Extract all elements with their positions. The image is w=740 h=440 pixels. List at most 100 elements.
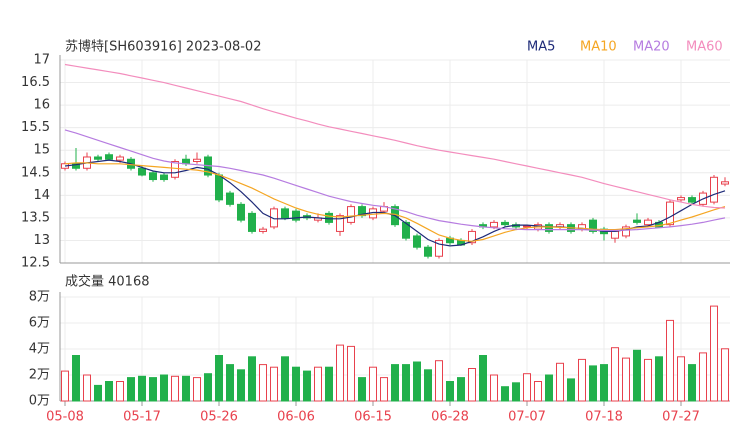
candle-body: [468, 230, 476, 244]
x-tick-label: 07-27: [662, 410, 700, 425]
volume-bar: [358, 377, 366, 402]
volume-bar: [325, 366, 333, 402]
volume-bar: [677, 356, 685, 402]
candle-body: [644, 219, 652, 226]
volume-bar: [259, 364, 267, 402]
volume-bar: [424, 369, 432, 402]
volume-bar: [644, 358, 652, 402]
y-tick-label: 13: [33, 233, 50, 248]
volume-bar: [721, 348, 729, 402]
candle-body: [72, 163, 80, 169]
volume-bar: [545, 374, 553, 402]
volume-bar: [666, 319, 674, 402]
volume-bar: [226, 364, 234, 402]
volume-bar: [589, 365, 597, 402]
candle-body: [666, 201, 674, 226]
candle-body: [721, 181, 729, 185]
volume-bar: [94, 384, 102, 402]
y-tick-label: 6万: [29, 316, 50, 331]
volume-bar: [710, 305, 718, 402]
volume-bar: [138, 375, 146, 402]
candle-body: [160, 174, 168, 181]
candle-body: [171, 161, 179, 178]
volume-bar: [270, 366, 278, 402]
volume-bar: [72, 355, 80, 402]
candle-body: [413, 235, 421, 248]
volume-bar: [567, 378, 575, 402]
y-tick-label: 16.5: [21, 75, 50, 90]
y-tick-label: 4万: [29, 342, 50, 357]
candle-body: [501, 221, 509, 226]
x-tick-label: 07-07: [508, 410, 546, 425]
volume-bar: [501, 386, 509, 402]
chart-title: 苏博特[SH603916] 2023-08-02: [65, 39, 261, 55]
y-tick-label: 2万: [29, 368, 50, 383]
volume-bar: [468, 368, 476, 402]
volume-bar: [699, 352, 707, 402]
volume-bar: [600, 364, 608, 402]
x-tick-label: 06-15: [354, 410, 392, 425]
volume-bar: [83, 374, 91, 402]
legend-label: MA5: [527, 40, 555, 55]
candle-body: [622, 226, 630, 237]
volume-bar: [534, 381, 542, 402]
volume-bar: [479, 355, 487, 402]
candle-body: [347, 206, 355, 223]
candle-body: [259, 228, 267, 232]
volume-bar: [160, 374, 168, 402]
volume-bar: [303, 370, 311, 402]
volume-bar: [578, 358, 586, 402]
y-tick-label: 16: [33, 98, 50, 113]
candle-body: [523, 225, 531, 228]
volume-bar: [611, 347, 619, 402]
volume-bar: [127, 377, 135, 402]
candle-body: [435, 239, 443, 257]
y-tick-label: 12.5: [21, 256, 50, 271]
volume-bar: [336, 344, 344, 402]
volume-bar: [435, 360, 443, 402]
x-tick-label: 06-28: [431, 410, 469, 425]
x-tick-label: 05-26: [200, 410, 238, 425]
volume-bar: [523, 373, 531, 402]
volume-bar: [215, 355, 223, 402]
volume-bar: [149, 377, 157, 402]
volume-bar: [402, 364, 410, 402]
candle-body: [94, 156, 102, 160]
candle-body: [589, 219, 597, 232]
volume-bar: [281, 356, 289, 402]
x-tick-label: 07-18: [585, 410, 623, 425]
y-tick-label: 14.5: [21, 165, 50, 180]
volume-bar: [171, 375, 179, 402]
candle-body: [490, 221, 498, 228]
volume-bar: [655, 356, 663, 402]
x-tick-label: 06-06: [277, 410, 315, 425]
candle-body: [336, 215, 344, 232]
volume-bar: [204, 373, 212, 402]
volume-bar: [688, 364, 696, 402]
candle-body: [237, 203, 245, 221]
volume-title: 成交量 40168: [65, 274, 150, 290]
candle-body: [545, 224, 553, 232]
legend-label: MA10: [580, 40, 617, 55]
volume-bar: [369, 366, 377, 402]
volume-bar: [237, 369, 245, 402]
y-tick-label: 15: [33, 143, 50, 158]
volume-bar: [446, 381, 454, 402]
ma-line: [64, 159, 726, 247]
volume-bar: [105, 381, 113, 402]
candle-body: [424, 246, 432, 257]
y-tick-label: 0万: [29, 394, 50, 409]
ma-line: [64, 63, 726, 209]
volume-bar: [633, 349, 641, 402]
ma-line: [64, 162, 726, 242]
x-tick-label: 05-08: [46, 410, 84, 425]
volume-bar: [314, 366, 322, 402]
candle-body: [710, 176, 718, 203]
candle-body: [116, 156, 124, 161]
volume-bar: [61, 370, 69, 402]
candle-body: [270, 208, 278, 228]
candle-body: [226, 192, 234, 205]
volume-bar: [380, 377, 388, 402]
volume-bar: [556, 362, 564, 402]
